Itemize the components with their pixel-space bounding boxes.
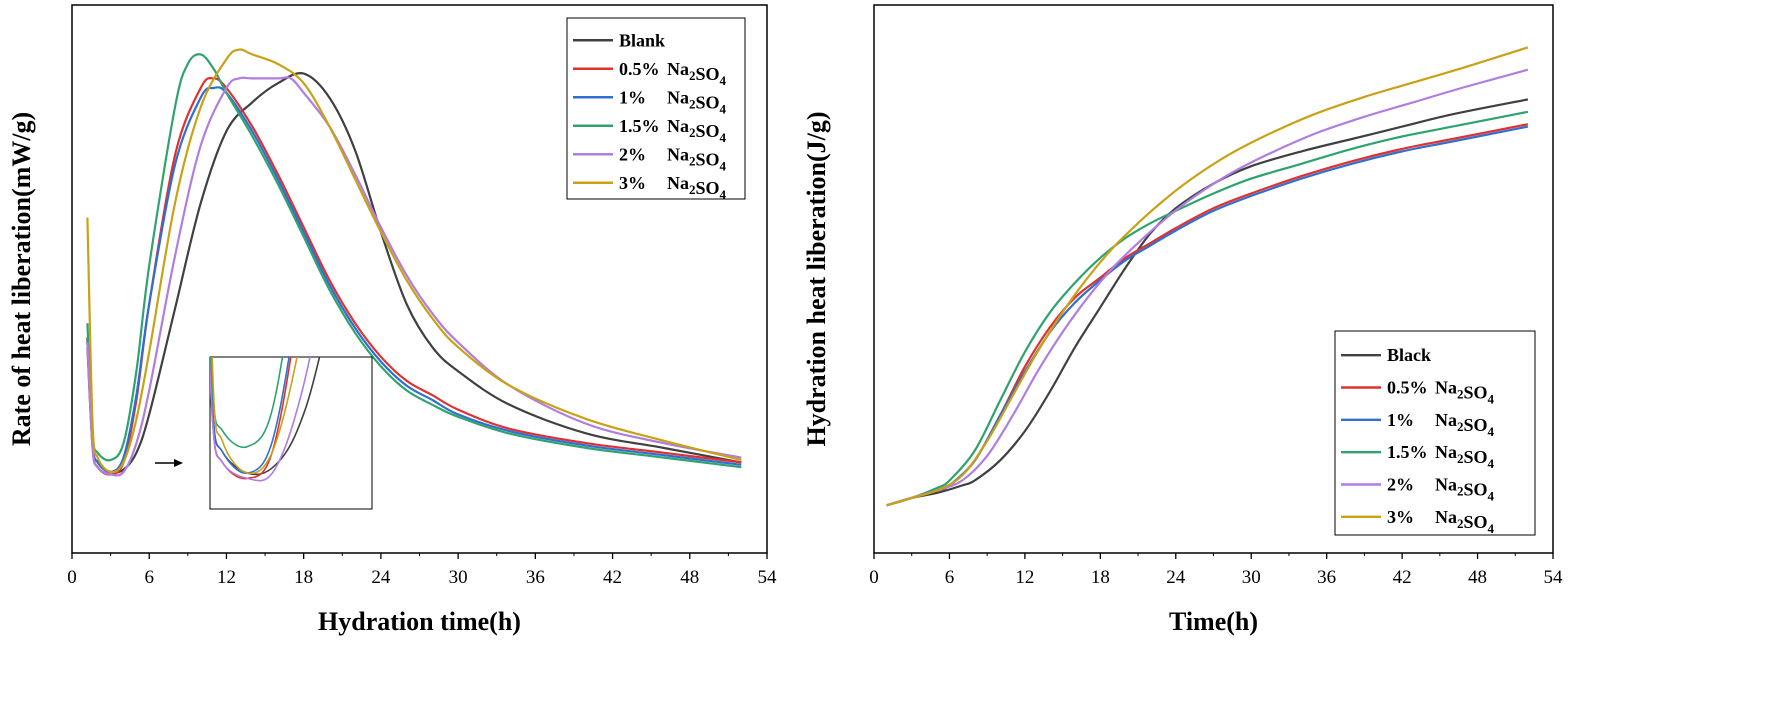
legend-item-label: 1% Na2SO4 [1387, 410, 1495, 439]
x-tick-label: 30 [449, 567, 468, 588]
inset-arrow-head [174, 459, 183, 467]
legend-item-label: Black [1387, 345, 1431, 365]
x-tick-label: 36 [1317, 567, 1336, 588]
series-group [86, 48, 742, 477]
x-axis-label: Time(h) [1169, 607, 1258, 636]
x-tick-label: 0 [67, 567, 77, 588]
x-axis-label: Hydration time(h) [318, 607, 521, 636]
y-axis-label: Hydration heat liberation(J/g) [802, 111, 831, 446]
inset-series-line [211, 357, 298, 475]
x-tick-label: 54 [758, 567, 778, 588]
legend: Black 0.5% Na2SO4 1% Na2SO4 1.5% Na2SO4 2% Na2SO… [1334, 330, 1536, 536]
x-tick-label: 18 [294, 567, 313, 588]
x-tick-label: 42 [603, 567, 622, 588]
x-tick-label: 42 [1393, 567, 1412, 588]
inset-series-line [210, 357, 311, 482]
series-line-1pct [86, 86, 742, 474]
x-tick-label: 18 [1091, 567, 1110, 588]
series-group [886, 46, 1529, 507]
x-tick-label: 48 [680, 567, 699, 588]
inset-frame [209, 356, 373, 510]
series-line-3pct [86, 48, 742, 474]
inset-series-group [210, 357, 321, 482]
x-tick-label: 54 [1544, 567, 1564, 588]
series-line-2pct [886, 68, 1529, 507]
series-line-1-5pct [86, 53, 742, 469]
x-tick-label: 30 [1242, 567, 1261, 588]
legend-item-label: 3% Na2SO4 [1387, 507, 1495, 536]
x-tick-label: 48 [1468, 567, 1487, 588]
legend-item-label: 0.5% Na2SO4 [619, 59, 727, 88]
legend-item-label: 1.5% Na2SO4 [1387, 442, 1495, 471]
x-tick-label: 0 [869, 567, 879, 588]
legend-box [1334, 330, 1536, 536]
legend-item-label: 2% Na2SO4 [1387, 475, 1495, 504]
inset [209, 356, 373, 510]
chart-right: 0 6 12 18 24 30 36 42 48 54 Time(h) Hydration heat … [802, 4, 1564, 636]
series-line-3pct [886, 46, 1529, 507]
legend-item-label: 1.5% Na2SO4 [619, 116, 727, 145]
x-tick-label: 12 [217, 567, 236, 588]
legend-item-label: 2% Na2SO4 [619, 144, 727, 173]
x-tick-label: 6 [945, 567, 955, 588]
legend-item-label: 0.5% Na2SO4 [1387, 378, 1495, 407]
chart-left: 0 6 12 18 24 30 36 42 48 54 Hydration time(h) Rate … [7, 4, 778, 636]
legend-item-label: 3% Na2SO4 [619, 173, 727, 202]
legend-item-label: 1% Na2SO4 [619, 87, 727, 116]
series-line-2pct [86, 76, 742, 477]
x-tick-label: 6 [144, 567, 154, 588]
series-line-black [886, 98, 1529, 507]
x-tick-label: 36 [526, 567, 545, 588]
legend-box [566, 17, 746, 200]
y-axis-label: Rate of heat liberation(mW/g) [7, 112, 36, 446]
legend-item-label: Blank [619, 30, 665, 50]
x-tick-label: 24 [1166, 567, 1186, 588]
x-tick-label: 12 [1015, 567, 1034, 588]
x-tick-label: 24 [371, 567, 391, 588]
